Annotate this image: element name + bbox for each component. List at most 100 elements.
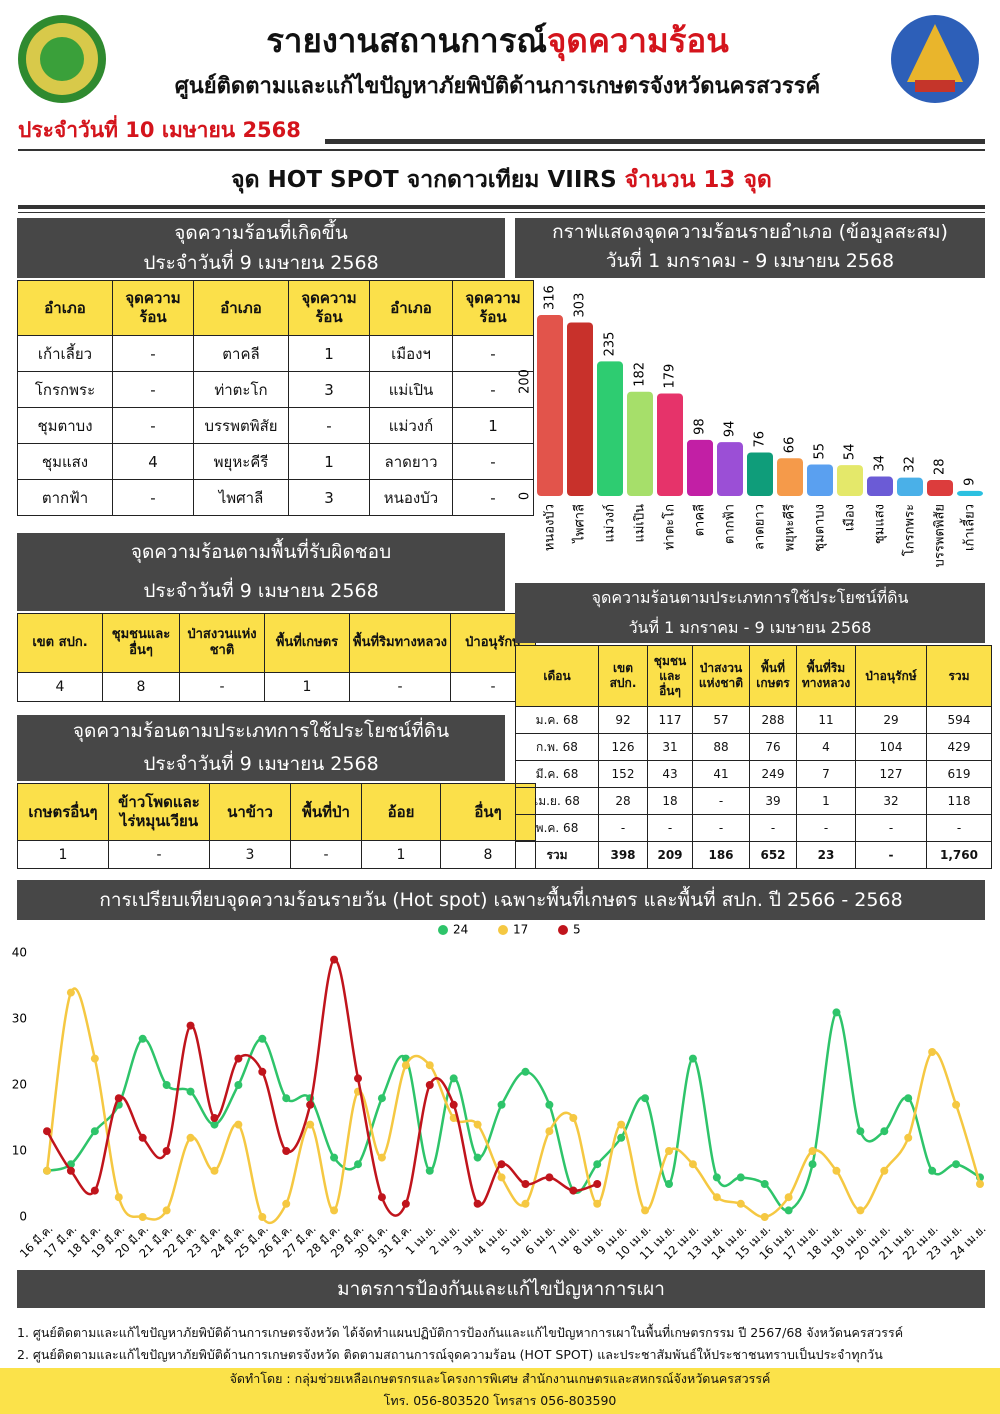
point: [497, 1100, 506, 1109]
point: [856, 1206, 865, 1215]
header-cell: ป่าสงวนแห่งชาติ: [692, 645, 750, 707]
header-cell: อ้อย: [361, 783, 441, 841]
point: [234, 1081, 243, 1089]
bar: [807, 464, 833, 496]
x-tick-label: แม่เปิน: [633, 504, 648, 543]
point: [617, 1120, 626, 1129]
point: [258, 1067, 267, 1076]
point: [712, 1173, 721, 1182]
header-cell: ข้าวโพดและไร่หมุนเวียน: [108, 783, 210, 841]
point: [210, 1166, 219, 1175]
header-cell: เขต สปก.: [598, 645, 648, 707]
cell: 1: [452, 407, 534, 444]
header-cell: ป่าสงวนแห่งชาติ: [179, 613, 265, 673]
point: [425, 1081, 434, 1089]
header-cell: ชุมชนและอื่นๆ: [102, 613, 180, 673]
cell: 126: [598, 733, 648, 761]
point: [330, 1153, 339, 1162]
area-block: จุดความร้อนตามพื้นที่รับผิดชอบ ประจำวันที…: [17, 533, 536, 702]
bar: [867, 476, 893, 496]
district-block: จุดความร้อนที่เกิดขึ้น ประจำวันที่ 9 เมษา…: [17, 218, 534, 516]
header-cell: พื้นที่เกษตร: [264, 613, 350, 673]
header-cell: อำเภอ: [17, 280, 113, 336]
table: เขต สปก. ชุมชนและอื่นๆ ป่าสงวนแห่งชาติ พื้น…: [17, 613, 536, 702]
point: [186, 1087, 195, 1096]
cell: 31: [647, 733, 693, 761]
point: [258, 1034, 267, 1043]
point: [210, 1114, 219, 1122]
cell: -: [749, 814, 797, 842]
cell: 76: [749, 733, 797, 761]
header-cell: เกษตรอื่นๆ: [17, 783, 109, 841]
point: [521, 1067, 530, 1076]
legend-swatch: [558, 925, 568, 935]
cell: -: [855, 814, 927, 842]
point: [234, 1054, 243, 1063]
legend-swatch: [498, 925, 508, 935]
banner-text: จุด HOT SPOT จากดาวเทียม VIIRS: [231, 167, 617, 193]
header-cell: พื้นที่ป่า: [290, 783, 362, 841]
point: [306, 1100, 315, 1109]
value-label: 94: [723, 421, 738, 438]
legend-label: 17: [513, 923, 528, 937]
table: เกษตรอื่นๆ ข้าวโพดและไร่หมุนเวียน นาข้าว พื…: [17, 783, 536, 869]
point: [832, 1008, 841, 1017]
cell: 3: [288, 479, 370, 516]
point: [712, 1193, 721, 1202]
value-label: 34: [873, 455, 888, 472]
series-line: [46, 1011, 981, 1212]
point: [449, 1074, 458, 1083]
cell: ท่าตะโก: [193, 371, 289, 408]
table-title: จุดความร้อนตามพื้นที่รับผิดชอบ ประจำวันที…: [17, 533, 505, 611]
row: ชุมตาบง - บรรพตพิสัย - แม่วงก์ 1: [17, 407, 534, 444]
cell: ตากฟ้า: [17, 479, 113, 516]
cell: 8: [102, 672, 180, 702]
point: [258, 1213, 267, 1221]
row: ก.พ. 68 126 31 88 76 4 104 429: [515, 733, 992, 761]
point: [880, 1127, 889, 1136]
cell: 23: [796, 841, 856, 869]
cell: 209: [647, 841, 693, 869]
point: [497, 1173, 506, 1182]
point: [210, 1120, 219, 1129]
point: [521, 1199, 530, 1208]
table-title: จุดความร้อนตามประเภทการใช้ประโยชน์ที่ดิน…: [515, 583, 985, 643]
row: รวม 398 209 186 652 23-1,760: [515, 841, 992, 869]
point: [377, 1094, 386, 1103]
x-tick-label: ชุมตาบง: [813, 504, 828, 552]
header-cell: พื้นที่ริมทางหลวง: [796, 645, 856, 707]
header-cell: พื้นที่เกษตร: [749, 645, 797, 707]
header-row: อำเภอ จุดความร้อน อำเภอ จุดความร้อน อำเภอ จุด…: [17, 280, 534, 336]
measures-list: 1. ศูนย์ติดตามและแก้ไขปัญหาภัยพิบัติด้าน…: [17, 1322, 987, 1366]
cell: 29: [855, 706, 927, 734]
header-cell: นาข้าว: [209, 783, 291, 841]
point: [473, 1199, 482, 1208]
y-tick-label: 0: [518, 492, 533, 500]
point: [401, 1061, 410, 1070]
value-label: 66: [783, 437, 798, 454]
point: [641, 1094, 650, 1103]
header-row: เกษตรอื่นๆ ข้าวโพดและไร่หมุนเวียน นาข้าว พื…: [17, 783, 536, 841]
point: [928, 1166, 937, 1175]
series-line: [45, 987, 982, 1224]
cell: -: [452, 479, 534, 516]
bar: [837, 465, 863, 496]
landuse-block: จุดความร้อนตามประเภทการใช้ประโยชน์ที่ดิน…: [17, 715, 536, 869]
point: [665, 1180, 673, 1188]
x-tick-label: หนองบัว: [543, 504, 558, 551]
point: [976, 1180, 984, 1188]
cell: 43: [647, 760, 693, 788]
point: [545, 1127, 554, 1136]
cell: 1: [361, 840, 441, 869]
y-tick-label: 40: [12, 946, 27, 960]
cell: -: [692, 787, 750, 815]
header-cell: เดือน: [515, 645, 599, 707]
x-tick-label: ลาดยาว: [753, 504, 768, 550]
table-title-line: จุดความร้อนตามประเภทการใช้ประโยชน์ที่ดิน: [591, 588, 909, 607]
cell: 3: [288, 371, 370, 408]
value-label: 179: [663, 364, 678, 389]
value-label: 54: [843, 444, 858, 461]
table-title: จุดความร้อนตามประเภทการใช้ประโยชน์ที่ดิน…: [17, 715, 505, 781]
header-cell: จุดความร้อน: [112, 280, 194, 336]
